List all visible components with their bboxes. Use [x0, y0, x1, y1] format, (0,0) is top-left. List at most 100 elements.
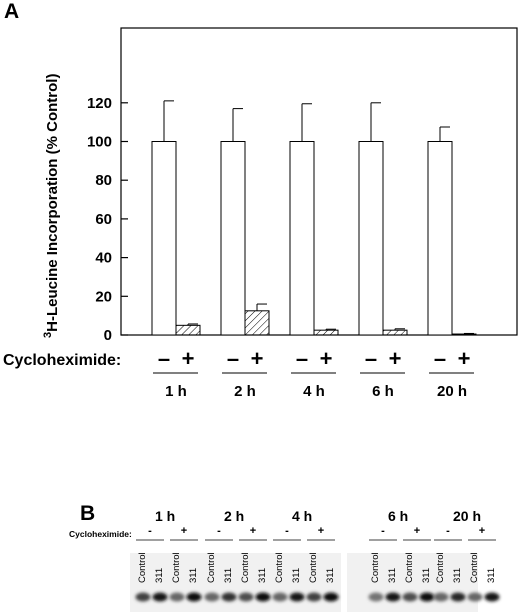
- blot-time-label: 1 h: [155, 508, 175, 524]
- y-tick-label: 0: [104, 327, 112, 344]
- blot-minus: -: [285, 525, 289, 537]
- protein-band: [221, 592, 237, 602]
- treatment-plus: +: [320, 346, 333, 371]
- protein-band: [289, 592, 305, 602]
- protein-band: [402, 592, 418, 602]
- bar-cycloheximide: [313, 329, 339, 336]
- protein-band: [152, 592, 168, 602]
- bar-control: [151, 141, 177, 336]
- y-axis-label: 3H-Leucine Incorporation (% Control): [42, 74, 61, 338]
- bar-cycloheximide: [382, 329, 408, 336]
- lane-label: 311: [154, 568, 165, 583]
- lane-label: Control: [469, 552, 480, 583]
- y-axis-label-superscript: 3: [42, 332, 54, 338]
- y-axis-ticks: 0 20 40 60 80 100 120: [87, 95, 128, 344]
- lane-label: 311: [257, 568, 268, 583]
- y-tick-label: 40: [95, 250, 112, 267]
- lane-label: Control: [435, 552, 446, 583]
- blot-membrane-right: [347, 553, 478, 612]
- x-axis-labels: – +1 h– +2 h– +4 h– +6 h– +20 h: [153, 346, 474, 400]
- bar-cycloheximide: [244, 310, 270, 336]
- protein-band: [255, 592, 271, 602]
- protein-band: [385, 592, 401, 602]
- lane-label: 311: [325, 568, 336, 583]
- protein-band: [450, 592, 466, 602]
- lane-label: 311: [421, 568, 432, 583]
- y-tick-label: 100: [87, 134, 112, 151]
- treatment-plus: +: [251, 346, 264, 371]
- y-tick-label: 60: [95, 211, 112, 228]
- y-tick-label: 120: [87, 95, 112, 112]
- protein-band: [323, 592, 339, 602]
- blot-minus: -: [148, 525, 152, 537]
- protein-band: [238, 592, 254, 602]
- blot-plus: +: [479, 525, 485, 537]
- bar-control: [427, 141, 453, 336]
- lane-label: Control: [370, 552, 381, 583]
- time-label: 20 h: [437, 383, 467, 400]
- blot-time-label: 20 h: [453, 508, 481, 524]
- blot-minus: -: [446, 525, 450, 537]
- treatment-plus: +: [458, 346, 471, 371]
- time-label: 1 h: [165, 383, 187, 400]
- time-label: 4 h: [303, 383, 325, 400]
- blot-cycloheximide-label: Cycloheximide:: [69, 529, 132, 539]
- bar-cycloheximide: [175, 324, 201, 336]
- blot-plus: +: [414, 525, 420, 537]
- protein-band: [419, 592, 435, 602]
- treatment-minus: –: [365, 346, 377, 371]
- lane-label: Control: [404, 552, 415, 583]
- blot-minus: -: [381, 525, 385, 537]
- protein-band: [433, 592, 449, 602]
- protein-band: [467, 592, 483, 602]
- lane-label: 311: [486, 568, 497, 583]
- protein-band: [186, 592, 202, 602]
- bar-control: [289, 141, 315, 336]
- lane-label: Control: [171, 552, 182, 583]
- protein-band: [484, 592, 500, 602]
- bar-series: [151, 100, 477, 336]
- blot-plus: +: [181, 525, 187, 537]
- treatment-minus: –: [227, 346, 239, 371]
- panel-a-letter: A: [4, 0, 19, 23]
- cycloheximide-label: Cycloheximide:: [3, 352, 121, 369]
- treatment-minus: –: [296, 346, 308, 371]
- protein-band: [135, 592, 151, 602]
- lane-label: 311: [223, 568, 234, 583]
- lane-label: Control: [206, 552, 217, 583]
- lane-label: 311: [291, 568, 302, 583]
- protein-band: [368, 592, 384, 602]
- time-label: 2 h: [234, 383, 256, 400]
- lane-label: 311: [452, 568, 463, 583]
- blot-time-label: 2 h: [224, 508, 244, 524]
- time-label: 6 h: [372, 383, 394, 400]
- plot-frame: [120, 27, 518, 336]
- blot-time-label: 4 h: [292, 508, 312, 524]
- protein-band: [204, 592, 220, 602]
- lane-label: 311: [188, 568, 199, 583]
- protein-band: [306, 592, 322, 602]
- treatment-minus: –: [158, 346, 170, 371]
- blot-membrane-left: [130, 553, 341, 612]
- blot-minus: -: [217, 525, 221, 537]
- y-tick-label: 20: [95, 288, 112, 305]
- blot-plus: +: [318, 525, 324, 537]
- bar-control: [358, 141, 384, 336]
- lane-label: 311: [387, 568, 398, 583]
- lane-label: Control: [137, 552, 148, 583]
- protein-band: [169, 592, 185, 602]
- blot-time-label: 6 h: [388, 508, 408, 524]
- y-axis-label-text: H-Leucine Incorporation (% Control): [44, 74, 61, 332]
- lane-label: Control: [308, 552, 319, 583]
- treatment-plus: +: [182, 346, 195, 371]
- lane-label: Control: [274, 552, 285, 583]
- treatment-plus: +: [389, 346, 402, 371]
- bar-control: [220, 141, 246, 336]
- y-tick-label: 80: [95, 172, 112, 189]
- bar-cycloheximide: [451, 333, 477, 336]
- protein-band: [272, 592, 288, 602]
- treatment-minus: –: [434, 346, 446, 371]
- panel-b-letter: B: [80, 502, 95, 525]
